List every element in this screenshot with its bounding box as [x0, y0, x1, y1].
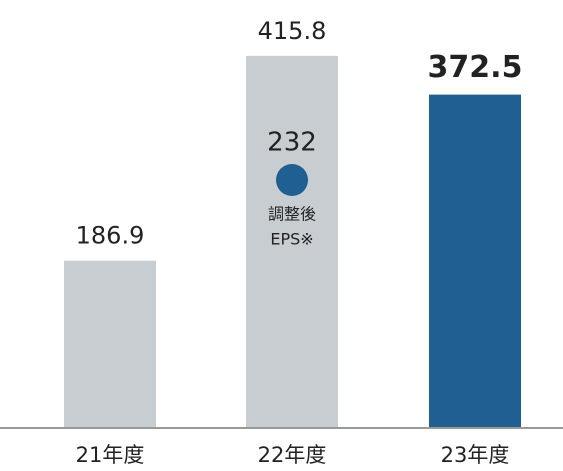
- x-tick-label: 22年度: [258, 443, 327, 467]
- bar: [64, 260, 156, 428]
- value-label: 186.9: [76, 222, 145, 250]
- annotation-label: 調整後: [268, 205, 316, 224]
- x-tick-label: 21年度: [76, 443, 145, 467]
- value-label: 372.5: [428, 50, 523, 85]
- value-label: 415.8: [258, 17, 327, 45]
- bar: [429, 94, 521, 429]
- x-tick-label: 23年度: [441, 443, 510, 467]
- bar: [246, 55, 338, 428]
- annotation-label: EPS※: [270, 230, 313, 249]
- annotation-value: 232: [267, 128, 317, 158]
- annotation-dot: [276, 164, 308, 196]
